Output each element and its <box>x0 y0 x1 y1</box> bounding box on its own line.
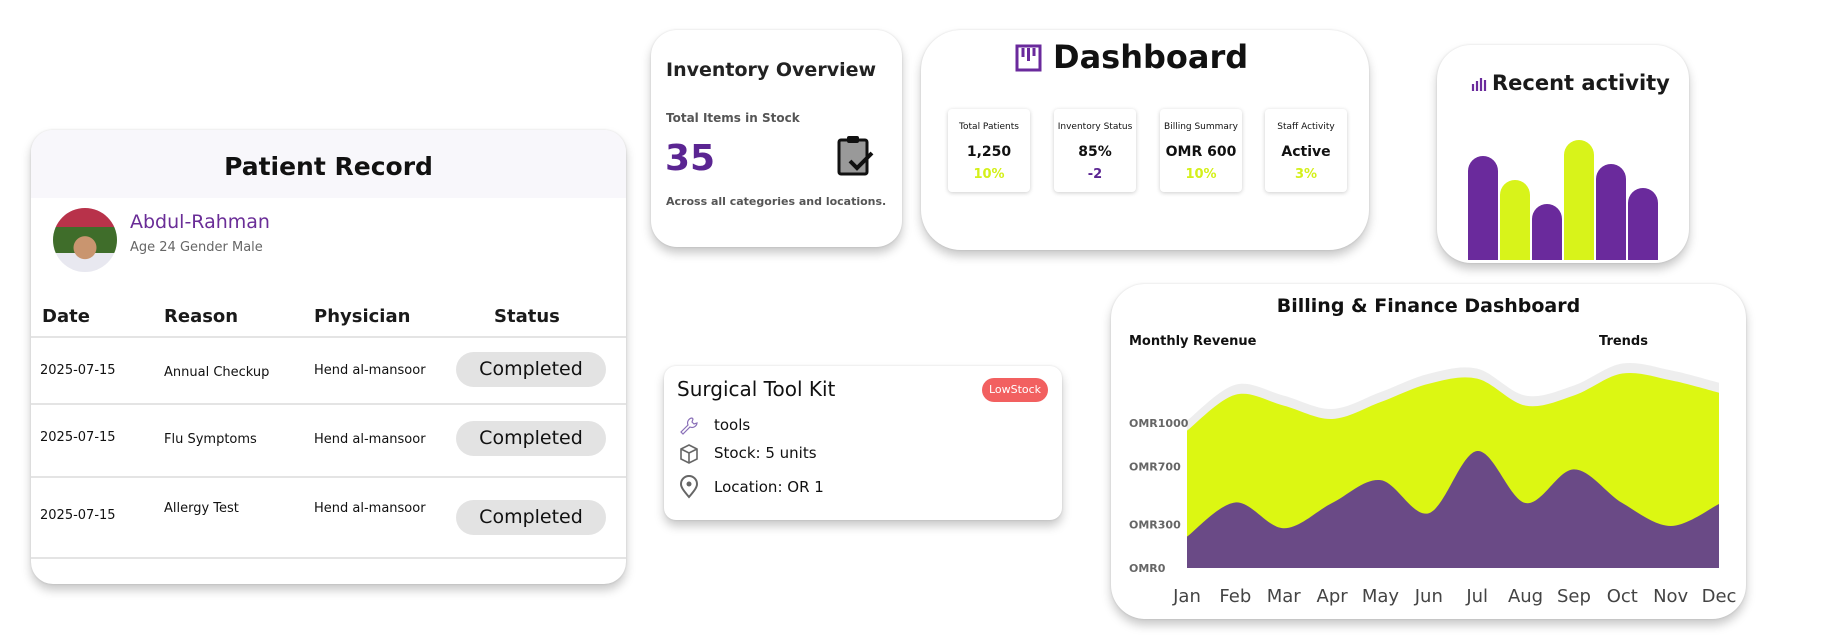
row-reason: Allergy Test <box>164 501 239 516</box>
dashboard-title: Dashboard <box>1053 38 1249 76</box>
stat-delta: 10% <box>1185 167 1217 182</box>
series-lower-area <box>1187 450 1719 568</box>
divider <box>31 336 626 338</box>
stat-delta: -2 <box>1087 167 1103 182</box>
surgical-tool-kit-card[interactable]: Surgical Tool Kit LowStock tools Stock: … <box>664 366 1062 520</box>
divider <box>31 476 626 478</box>
monthly-revenue-label: Monthly Revenue <box>1129 334 1257 349</box>
revenue-area-chart: OMR1000 OMR700 OMR300 OMR0 Jan Feb Mar Apr May Ju… <box>1129 362 1737 607</box>
stat-label: Inventory Status <box>1057 122 1133 132</box>
stat-delta: 3% <box>1294 167 1318 182</box>
patient-name[interactable]: Abdul-Rahman <box>130 211 270 233</box>
status-badge: Completed <box>456 421 606 456</box>
recent-activity-card: Recent activity <box>1437 45 1689 263</box>
status-badge: Completed <box>456 500 606 535</box>
col-status: Status <box>494 306 560 327</box>
col-date: Date <box>42 306 90 327</box>
patient-record-card: Patient Record Abdul-Rahman Age 24 Gende… <box>31 130 626 584</box>
item-stock: Stock: 5 units <box>714 444 817 462</box>
patient-header <box>31 130 626 198</box>
x-tick-label: Dec <box>1702 586 1737 607</box>
box-icon <box>680 444 698 464</box>
stat-delta: 10% <box>973 167 1005 182</box>
row-date: 2025-07-15 <box>40 363 116 378</box>
activity-bar <box>1500 180 1530 260</box>
x-tick-label: Mar <box>1267 586 1302 607</box>
inventory-title: Inventory Overview <box>666 59 877 81</box>
low-stock-badge: LowStock <box>982 378 1048 402</box>
activity-bar <box>1532 204 1562 260</box>
x-tick-label: Jan <box>1172 586 1201 607</box>
x-tick-label: May <box>1362 586 1400 607</box>
inventory-label: Total Items in Stock <box>666 111 800 125</box>
billing-finance-card: Billing & Finance Dashboard Monthly Reve… <box>1111 284 1746 619</box>
y-tick-label: OMR1000 <box>1129 417 1189 430</box>
item-title: Surgical Tool Kit <box>677 377 836 401</box>
col-reason: Reason <box>164 306 239 327</box>
x-tick-label: Sep <box>1557 586 1591 607</box>
inventory-value: 35 <box>665 138 716 179</box>
patient-meta: Age 24 Gender Male <box>130 240 263 255</box>
dashboard-card: Dashboard Total Patients 1,250 10% Inventor… <box>921 30 1369 250</box>
item-location: Location: OR 1 <box>714 478 824 496</box>
x-tick-label: Oct <box>1607 586 1638 607</box>
stat-label: Total Patients <box>959 122 1019 132</box>
kanban-icon <box>1015 44 1042 72</box>
inventory-overview-card: Inventory Overview Total Items in Stock … <box>651 30 902 247</box>
activity-bar <box>1628 188 1658 260</box>
row-physician: Hend al-mansoor <box>314 501 426 516</box>
activity-bar <box>1596 164 1626 260</box>
x-tick-label: Aug <box>1508 586 1543 607</box>
divider <box>31 557 626 559</box>
avatar <box>53 208 117 272</box>
stat-card[interactable]: Total Patients 1,250 10% <box>948 109 1030 192</box>
row-date: 2025-07-15 <box>40 508 116 523</box>
row-reason: Annual Checkup <box>164 365 270 380</box>
row-physician: Hend al-mansoor <box>314 432 426 447</box>
x-tick-label: Jul <box>1465 586 1488 607</box>
stat-card[interactable]: Billing Summary OMR 600 10% <box>1160 109 1242 192</box>
inventory-footer: Across all categories and locations. <box>666 195 887 208</box>
bar-chart-icon <box>1471 78 1487 91</box>
recent-activity-title: Recent activity <box>1492 71 1670 95</box>
row-reason: Flu Symptoms <box>164 432 257 447</box>
y-tick-label: OMR700 <box>1129 461 1181 474</box>
stat-value: OMR 600 <box>1165 144 1237 160</box>
row-date: 2025-07-15 <box>40 430 116 445</box>
x-tick-label: Feb <box>1219 586 1251 607</box>
y-tick-label: OMR300 <box>1129 519 1181 532</box>
row-physician: Hend al-mansoor <box>314 363 426 378</box>
clipboard-check-icon <box>837 136 874 176</box>
stat-value: 85% <box>1078 144 1112 160</box>
patient-record-title: Patient Record <box>224 152 433 181</box>
x-tick-label: Nov <box>1653 586 1688 607</box>
item-category: tools <box>714 416 751 434</box>
location-pin-icon <box>679 475 699 499</box>
trends-label: Trends <box>1599 334 1648 349</box>
col-physician: Physician <box>314 306 411 327</box>
x-tick-label: Apr <box>1317 586 1349 607</box>
stat-value: 1,250 <box>966 144 1012 160</box>
x-tick-label: Jun <box>1414 586 1443 607</box>
stat-value: Active <box>1281 144 1331 160</box>
status-badge: Completed <box>456 352 606 387</box>
chart-title: Billing & Finance Dashboard <box>1276 295 1581 317</box>
stat-label: Billing Summary <box>1164 122 1238 132</box>
stat-card[interactable]: Staff Activity Active 3% <box>1265 109 1347 192</box>
divider <box>31 403 626 405</box>
wrench-icon <box>680 417 698 435</box>
stat-card[interactable]: Inventory Status 85% -2 <box>1054 109 1136 192</box>
activity-bar <box>1468 156 1498 260</box>
stat-label: Staff Activity <box>1277 122 1335 132</box>
y-tick-label: OMR0 <box>1129 562 1166 575</box>
activity-bar <box>1564 140 1594 260</box>
